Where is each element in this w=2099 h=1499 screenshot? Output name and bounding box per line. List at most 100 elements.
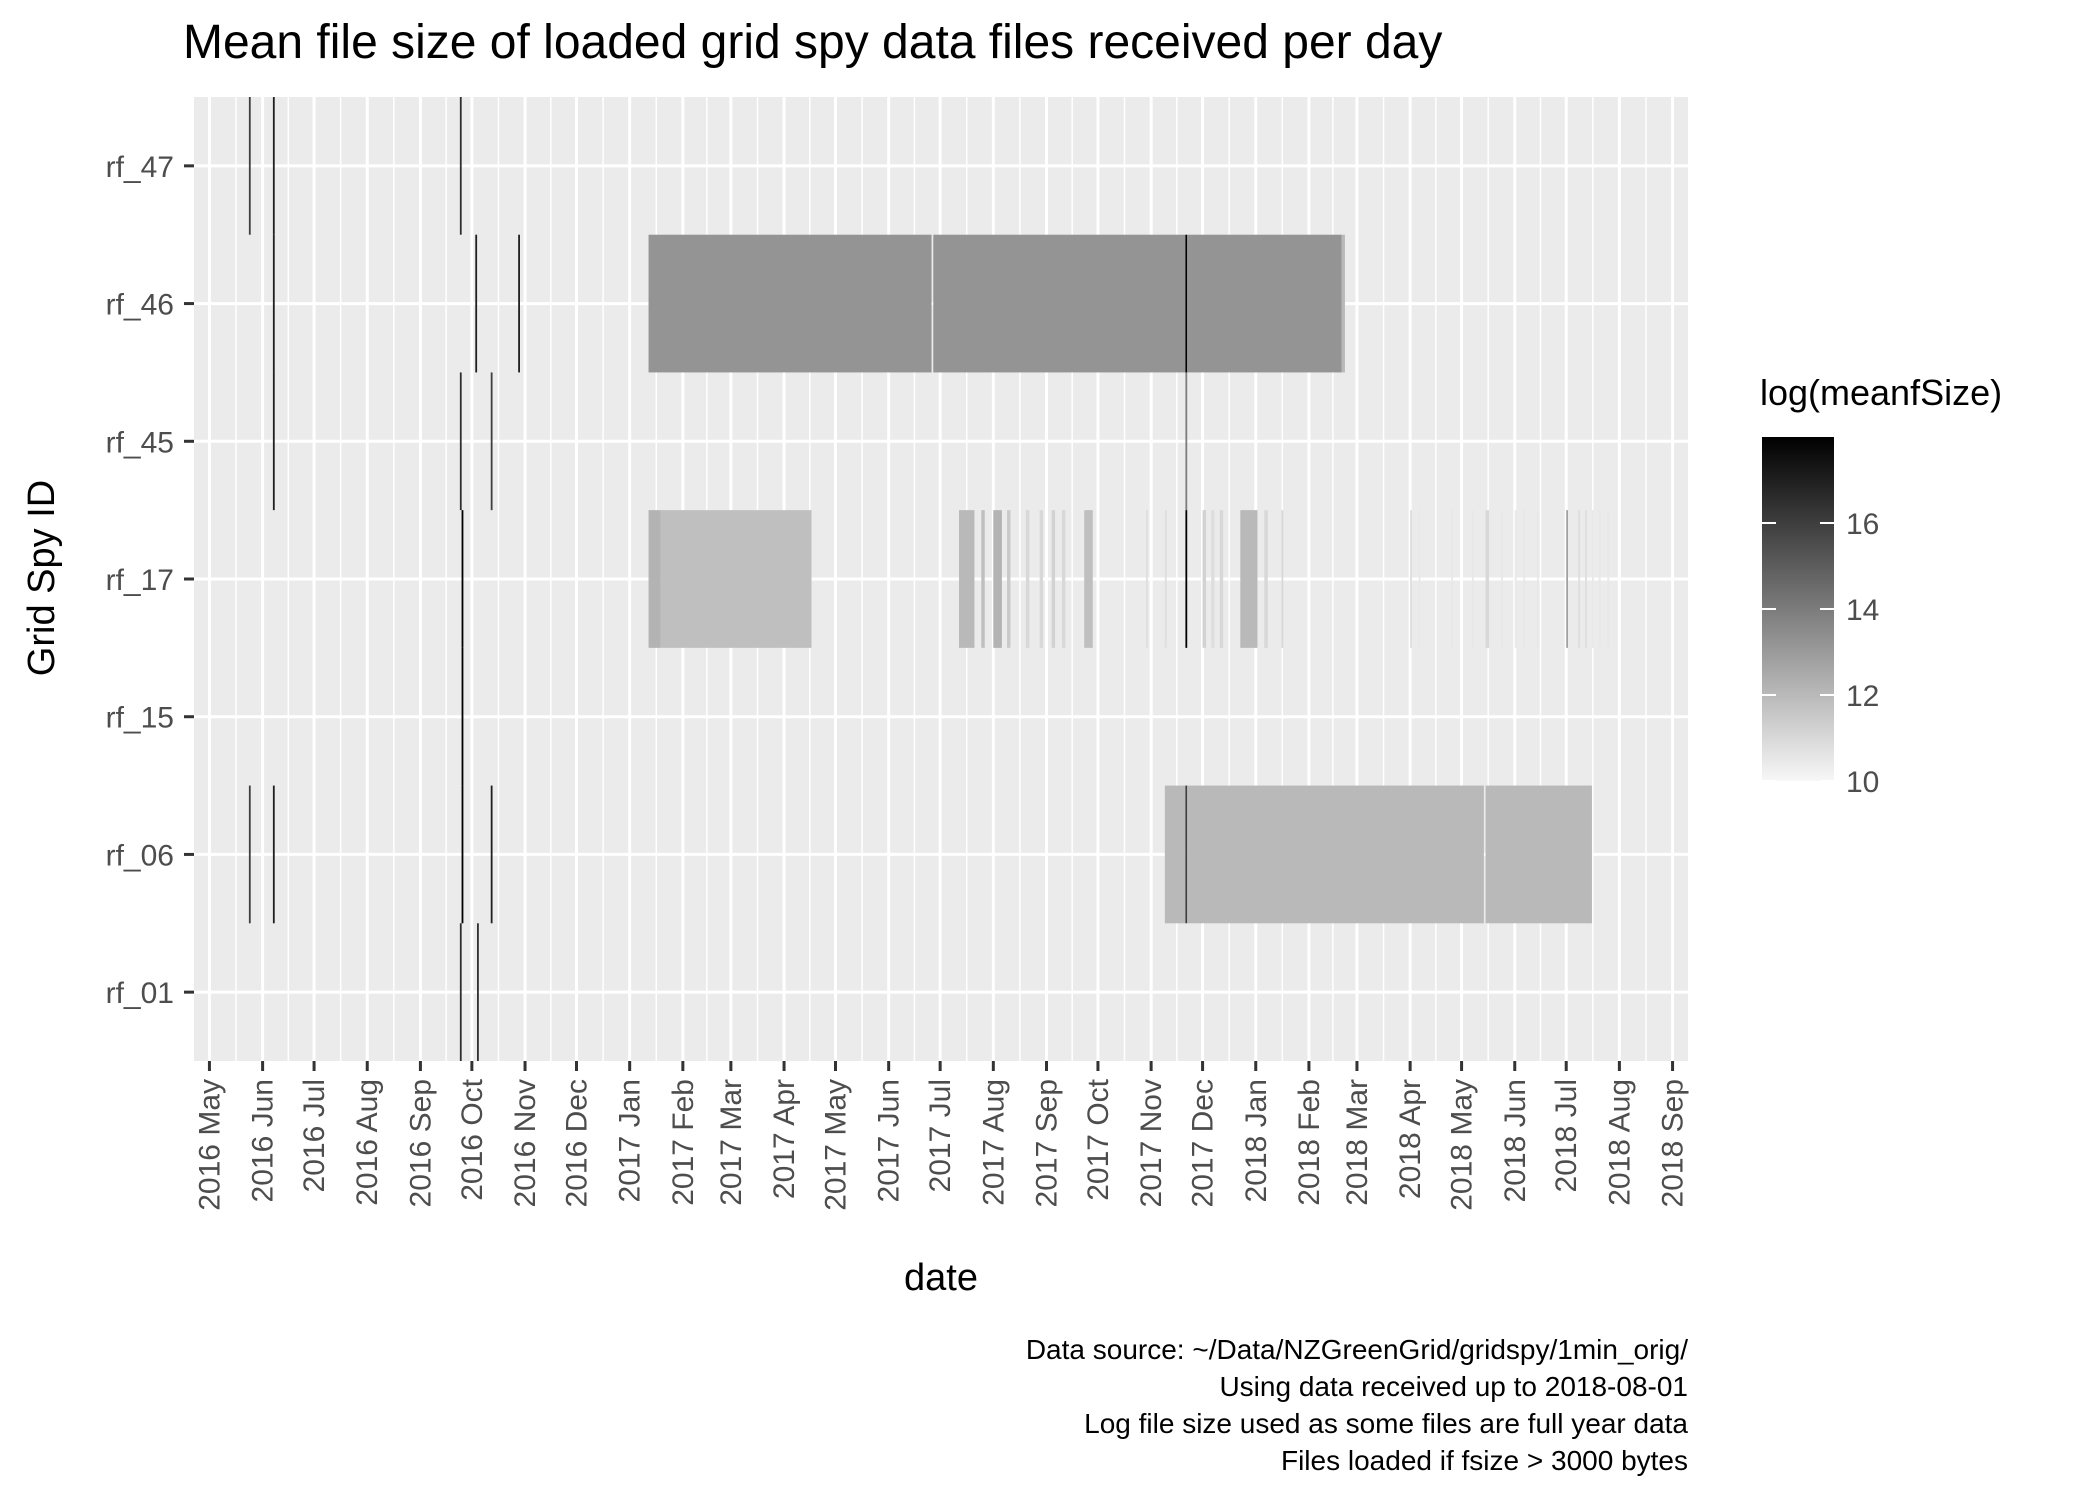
tile-rf_17 xyxy=(1410,510,1412,648)
tile-rf_17 xyxy=(959,510,975,648)
x-tick-label: 2017 May xyxy=(820,1079,853,1211)
tile-rf_47 xyxy=(248,97,251,235)
y-tick-label: rf_46 xyxy=(106,289,174,322)
tile-rf_17 xyxy=(1185,510,1188,648)
legend-tick-label: 14 xyxy=(1846,594,1879,627)
tile-rf_17 xyxy=(1051,510,1056,648)
x-axis-title: date xyxy=(904,1257,978,1299)
x-tick-label: 2018 Sep xyxy=(1657,1079,1690,1207)
x-tick-label: 2018 May xyxy=(1446,1079,1479,1211)
legend-tick-label: 10 xyxy=(1846,766,1879,799)
y-tick-label: rf_15 xyxy=(106,702,174,735)
tile-rf_17 xyxy=(1418,510,1421,648)
tile-rf_17 xyxy=(1164,510,1167,648)
tile-rf_46 xyxy=(1187,234,1342,373)
tile-rf_17 xyxy=(993,510,1002,648)
tile-rf_17 xyxy=(1598,510,1601,648)
y-tick-label: rf_01 xyxy=(106,977,174,1010)
tile-rf_45 xyxy=(272,372,275,511)
tile-rf_45 xyxy=(490,372,493,511)
tile-rf_15 xyxy=(461,647,464,786)
x-tick-label: 2018 Aug xyxy=(1603,1079,1636,1206)
legend-tick-label: 12 xyxy=(1846,680,1879,713)
tile-rf_46 xyxy=(475,234,478,373)
y-tick-label: rf_17 xyxy=(106,564,174,597)
tile-rf_17 xyxy=(1281,510,1284,648)
tile-rf_01 xyxy=(459,923,462,1061)
legend-ticks: 10 12 14 16 xyxy=(1762,508,1879,799)
y-tick-label: rf_06 xyxy=(106,839,174,872)
x-tick-label: 2016 May xyxy=(193,1079,226,1211)
tile-rf_17 xyxy=(1523,510,1526,648)
tile-rf_17 xyxy=(1039,510,1044,648)
y-axis-title: Grid Spy ID xyxy=(21,480,63,676)
caption-line-2: Using data received up to 2018-08-01 xyxy=(1219,1371,1688,1402)
tile-rf_06 xyxy=(1185,785,1188,924)
x-tick-label: 2017 Dec xyxy=(1187,1079,1220,1207)
tile-rf_46 xyxy=(272,234,275,373)
tile-rf_46 xyxy=(933,234,1186,373)
tile-rf_17 xyxy=(1607,510,1610,648)
x-tick-label: 2017 Jun xyxy=(873,1079,906,1202)
x-tick-label: 2016 Jul xyxy=(298,1079,331,1192)
tile-rf_01 xyxy=(477,923,479,1061)
tile-rf_47 xyxy=(272,97,275,235)
tile-rf_17 xyxy=(1485,510,1490,648)
tile-rf_17 xyxy=(1145,510,1148,648)
x-tick-label: 2016 Aug xyxy=(351,1079,384,1206)
caption-line-1: Data source: ~/Data/NZGreenGrid/gridspy/… xyxy=(1026,1334,1688,1365)
x-tick-label: 2017 Oct xyxy=(1082,1078,1115,1200)
tile-rf_06 xyxy=(1164,785,1186,924)
tile-rf_45 xyxy=(459,372,462,511)
tile-rf_06 xyxy=(1187,785,1484,924)
legend: log(meanfSize) 10 12 14 16 xyxy=(1760,372,2002,799)
x-tick-label: 2017 Nov xyxy=(1135,1079,1168,1207)
x-tick-label: 2018 Jul xyxy=(1550,1079,1583,1192)
tile-rf_45 xyxy=(1185,372,1188,511)
tile-rf_06 xyxy=(461,785,464,924)
tile-rf_46 xyxy=(1185,234,1188,373)
tile-rf_17 xyxy=(1585,510,1587,648)
tile-rf_17 xyxy=(1084,510,1093,648)
tile-rf_17 xyxy=(1202,510,1207,648)
tile-rf_06 xyxy=(272,785,275,924)
x-tick-label: 2017 Mar xyxy=(715,1079,748,1206)
x-tick-label: 2017 Apr xyxy=(768,1079,801,1199)
tile-rf_17 xyxy=(1578,510,1581,648)
tile-rf_17 xyxy=(1219,510,1224,648)
x-tick-label: 2018 Feb xyxy=(1293,1079,1326,1206)
x-tick-label: 2017 Feb xyxy=(667,1079,700,1206)
tile-rf_17 xyxy=(1451,510,1454,648)
tile-rf_17 xyxy=(1025,510,1030,648)
x-tick-label: 2016 Nov xyxy=(509,1079,542,1207)
x-tick-label: 2018 Mar xyxy=(1341,1079,1374,1206)
tile-rf_17 xyxy=(1591,510,1594,648)
x-tick-label: 2017 Jul xyxy=(924,1079,957,1192)
tile-rf_17 xyxy=(1264,510,1268,648)
tile-rf_17 xyxy=(1501,510,1503,648)
x-tick-label: 2017 Sep xyxy=(1030,1079,1063,1207)
caption-line-3: Log file size used as some files are ful… xyxy=(1084,1408,1688,1439)
tile-rf_06 xyxy=(248,785,251,924)
x-tick-label: 2017 Jan xyxy=(614,1079,647,1202)
caption-line-4: Files loaded if fsize > 3000 bytes xyxy=(1281,1445,1688,1476)
x-tick-label: 2016 Jun xyxy=(247,1079,280,1202)
x-tick-label: 2016 Oct xyxy=(456,1078,489,1200)
chart-title: Mean file size of loaded grid spy data f… xyxy=(183,16,1442,69)
x-tick-label: 2018 Apr xyxy=(1394,1079,1427,1199)
tile-rf_06 xyxy=(490,785,493,924)
x-tick-label: 2018 Jun xyxy=(1499,1079,1532,1202)
data-tiles xyxy=(248,97,1610,1061)
x-tick-label: 2017 Aug xyxy=(977,1079,1010,1206)
legend-tick-label: 16 xyxy=(1846,508,1879,541)
tile-rf_17 xyxy=(1514,510,1517,648)
tile-rf_46 xyxy=(648,234,932,373)
tile-rf_17 xyxy=(1537,510,1539,648)
tile-rf_17 xyxy=(660,510,812,648)
tile-rf_17 xyxy=(1240,510,1258,648)
caption: Data source: ~/Data/NZGreenGrid/gridspy/… xyxy=(1026,1334,1689,1476)
x-tick-label: 2016 Sep xyxy=(404,1079,437,1207)
x-tick-label: 2018 Jan xyxy=(1240,1079,1273,1202)
x-axis: 2016 May 2016 Jun 2016 Jul 2016 Aug 2016 Sep… xyxy=(193,1061,1690,1211)
